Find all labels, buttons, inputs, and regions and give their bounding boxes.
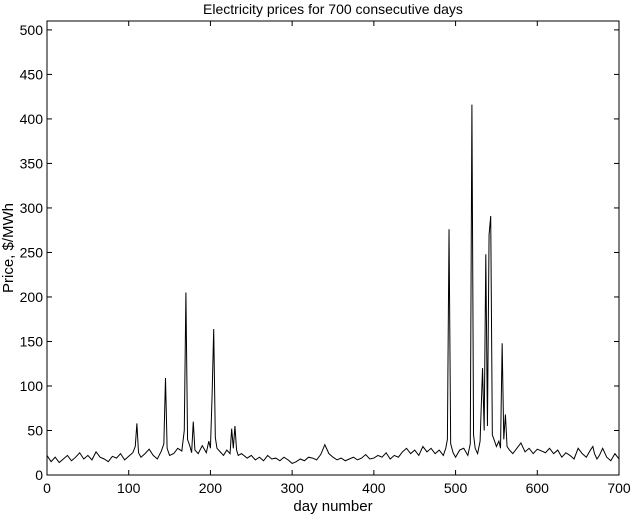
price-series-line: [46, 104, 620, 465]
y-tick-label: 500: [20, 22, 44, 38]
y-tick-label: 450: [20, 66, 44, 82]
x-tick-label: 600: [526, 480, 550, 496]
x-tick-label: 200: [199, 480, 223, 496]
x-tick-label: 400: [362, 480, 386, 496]
x-axis-label: day number: [293, 498, 372, 514]
y-tick-label: 200: [20, 289, 44, 305]
x-tick-label: 300: [280, 480, 304, 496]
y-tick-label: 100: [20, 378, 44, 394]
y-axis: 0 50 100 150 200 250 300 350 400 450 500: [20, 22, 619, 483]
y-tick-label: 250: [20, 244, 44, 260]
chart-title: Electricity prices for 700 consecutive d…: [203, 1, 463, 17]
y-tick-label: 400: [20, 111, 44, 127]
y-tick-label: 150: [20, 333, 44, 349]
x-tick-label: 700: [607, 480, 631, 496]
y-tick-label: 50: [27, 422, 43, 438]
y-tick-label: 300: [20, 200, 44, 216]
plot-frame: [46, 20, 620, 476]
y-tick-label: 0: [35, 467, 43, 483]
x-tick-label: 0: [43, 480, 51, 496]
x-tick-label: 500: [444, 480, 468, 496]
y-axis-label: Price, $/MWh: [0, 203, 17, 293]
x-axis: 0 100 200 300 400 500 600 700: [43, 21, 631, 496]
x-tick-label: 100: [117, 480, 141, 496]
y-tick-label: 350: [20, 155, 44, 171]
